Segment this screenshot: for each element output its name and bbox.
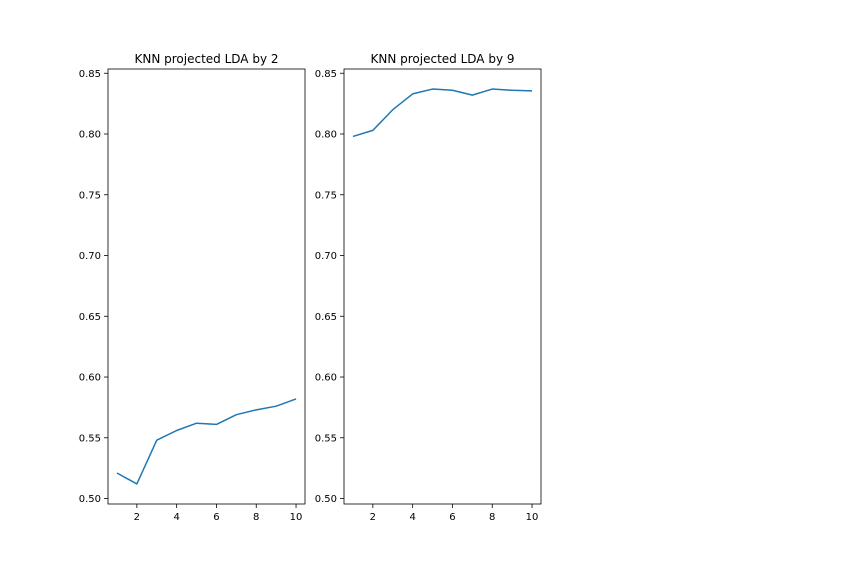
left-x-tick-label: 2 — [134, 512, 140, 523]
left-y-tick-label: 0.75 — [79, 190, 101, 201]
left-chart-title: KNN projected LDA by 2 — [134, 52, 278, 66]
right-x-tick-label: 10 — [526, 512, 539, 523]
right-y-tick-label: 0.50 — [315, 494, 337, 505]
right-series-line — [352, 88, 533, 138]
left-y-tick-label: 0.80 — [79, 130, 101, 141]
left-y-tick-label: 0.60 — [79, 373, 101, 384]
right-x-tick-label: 2 — [370, 512, 376, 523]
right-x-tick-label: 4 — [409, 512, 415, 523]
left-y-tick-label: 0.85 — [79, 69, 101, 80]
left-x-tick-label: 10 — [290, 512, 303, 523]
left-y-tick-label: 0.55 — [79, 433, 101, 444]
right-y-tick-label: 0.75 — [315, 190, 337, 201]
right-y-tick-label: 0.80 — [315, 130, 337, 141]
right-y-tick-label: 0.70 — [315, 251, 337, 262]
left-chart-panel: KNN projected LDA by 2 0.50 0.55 0.60 0.65 0… — [79, 52, 306, 523]
left-x-tick-label: 4 — [173, 512, 179, 523]
left-x-tick-label: 6 — [213, 512, 219, 523]
right-chart-panel: KNN projected LDA by 9 0.50 0.55 0.60 0.65 0… — [315, 52, 542, 523]
right-x-tick-label: 8 — [489, 512, 495, 523]
left-plot-frame — [107, 68, 306, 505]
right-y-tick-label: 0.55 — [315, 433, 337, 444]
left-y-tick-label: 0.70 — [79, 251, 101, 262]
right-plot-frame — [343, 68, 542, 505]
left-y-tick-label: 0.65 — [79, 312, 101, 323]
right-chart-title: KNN projected LDA by 9 — [370, 52, 514, 66]
right-y-tick-label: 0.60 — [315, 373, 337, 384]
right-x-tick-label: 6 — [449, 512, 455, 523]
left-y-tick-label: 0.50 — [79, 494, 101, 505]
left-x-tick-label: 8 — [253, 512, 259, 523]
left-series-line — [116, 398, 297, 485]
right-y-tick-label: 0.85 — [315, 69, 337, 80]
right-y-tick-label: 0.65 — [315, 312, 337, 323]
